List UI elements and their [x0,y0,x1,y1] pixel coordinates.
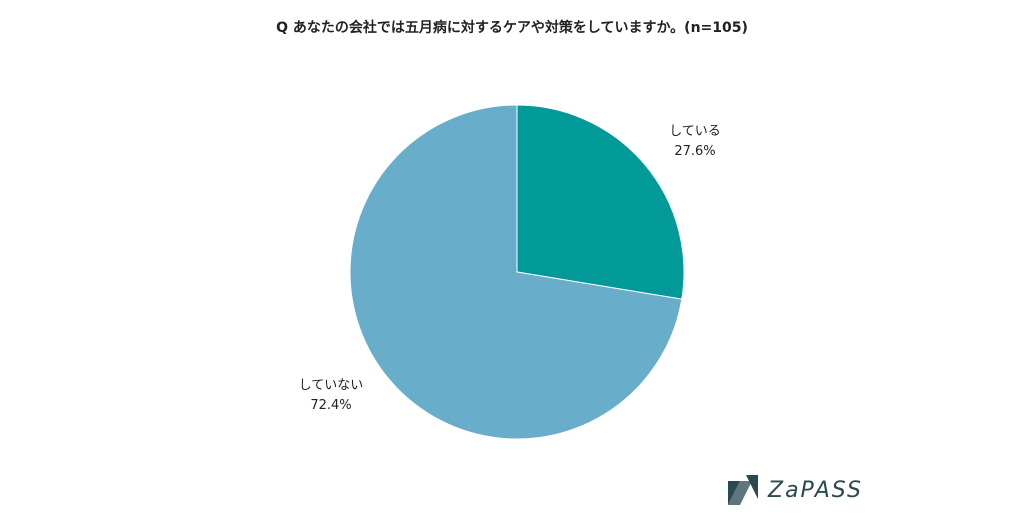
zapass-mark-icon [728,475,758,505]
zapass-logo: ZaPASS [726,472,863,508]
pie-labels: している 27.6% していない 72.4% [299,124,721,413]
slice-label: していない [299,378,364,393]
slice-value-label: 72.4% [310,398,351,413]
pie-slices [349,104,685,440]
slice-label: している [669,124,721,139]
logo-wordmark: ZaPASS [768,477,863,503]
pie-slice [516,104,685,300]
pie-slice [349,104,683,440]
chart-title: Q あなたの会社では五月病に対するケアや対策をしていますか。(n=105) [276,20,748,36]
slice-value-label: 27.6% [674,144,715,159]
